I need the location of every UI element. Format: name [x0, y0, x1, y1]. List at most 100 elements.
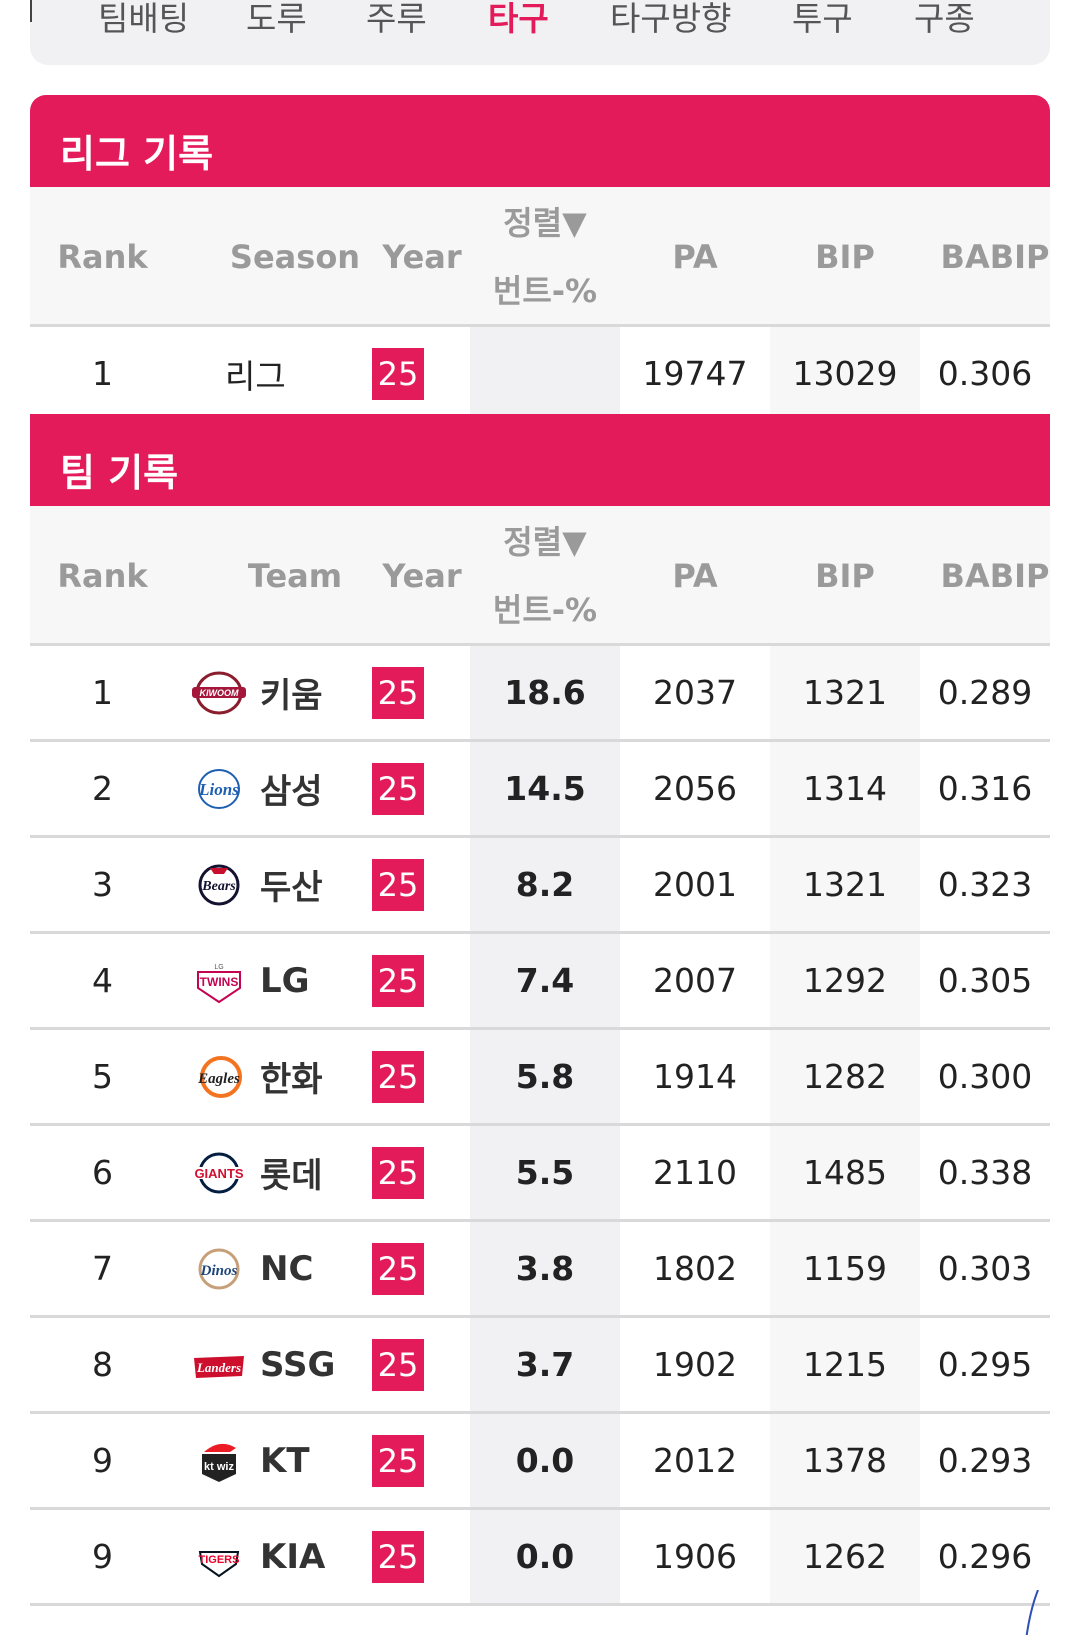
bunt-pct-label: 번트-%	[492, 272, 598, 310]
year-badge: 25	[372, 1530, 424, 1583]
sort-label: 정렬▼	[503, 523, 587, 561]
bunt-pct-cell: 3.7	[470, 1318, 620, 1411]
col-pa[interactable]: PA	[672, 557, 718, 595]
tab-batted-ball[interactable]: 타구	[488, 0, 549, 38]
giants-logo: GIANTS	[190, 1148, 248, 1198]
rank-cell: 9	[92, 1537, 113, 1576]
rank-cell: 6	[92, 1153, 113, 1192]
svg-text:Eagles: Eagles	[197, 1071, 240, 1087]
col-babip[interactable]: BABIP	[940, 557, 1050, 595]
tab-baserunning[interactable]: 주루	[366, 0, 427, 38]
svg-text:TIGERS: TIGERS	[199, 1554, 240, 1566]
team-cell: TIGERS KIA	[190, 1510, 400, 1603]
tab-batted-ball-direction[interactable]: 타구방향	[610, 0, 732, 38]
team-name: KIA	[260, 1536, 326, 1577]
tab-pitch-type[interactable]: 구종	[914, 0, 975, 38]
bunt-pct-cell: 0.0	[470, 1414, 620, 1507]
col-rank[interactable]: Rank	[57, 238, 148, 276]
table-row[interactable]: 8 Landers SSG 25 3.7 1902 1215 0.295	[30, 1318, 1050, 1414]
svg-text:kt wiz: kt wiz	[204, 1461, 234, 1473]
league-records-heading: 리그 기록	[30, 95, 1050, 187]
year-badge: 25	[372, 1338, 424, 1391]
bip-cell: 1292	[770, 934, 920, 1027]
year-cell: 25	[372, 1510, 424, 1603]
tab-steal[interactable]: 도루	[246, 0, 307, 38]
col-season[interactable]: Season	[229, 238, 361, 276]
tab-pitching[interactable]: 투구	[792, 0, 853, 38]
bip-cell: 1314	[770, 742, 920, 835]
tab-divider	[30, 0, 32, 22]
table-row[interactable]: 2 Lions 삼성 25 14.5 2056 1314 0.316	[30, 742, 1050, 838]
team-rows: 1 KIWOOM 키움 25 18.6 2037 1321 0.289 2 Lions 삼성 25 14…	[30, 646, 1050, 1606]
team-cell: LG TWINS LG	[190, 934, 400, 1027]
svg-text:LG: LG	[214, 964, 223, 971]
team-name: KT	[260, 1440, 310, 1481]
table-row[interactable]: 5 Eagles 한화 25 5.8 1914 1282 0.300	[30, 1030, 1050, 1126]
svg-text:Bears: Bears	[201, 879, 236, 894]
col-bip[interactable]: BIP	[815, 557, 875, 595]
bears-logo: Bears	[190, 860, 248, 910]
pa-cell: 19747	[642, 354, 748, 393]
team-name: 롯데	[260, 1156, 323, 1196]
pa-cell: 2001	[653, 865, 737, 904]
col-pa[interactable]: PA	[672, 238, 718, 276]
year-cell: 25	[372, 1222, 424, 1315]
year-cell: 25	[372, 1414, 424, 1507]
col-year[interactable]: Year	[382, 557, 462, 595]
team-name: SSG	[260, 1344, 336, 1385]
col-year[interactable]: Year	[382, 238, 462, 276]
pa-cell: 1902	[653, 1345, 737, 1384]
babip-cell: 0.289	[937, 673, 1033, 712]
year-badge: 25	[372, 954, 424, 1007]
table-row[interactable]: 9 kt wiz KT 25 0.0 2012 1378 0.293	[30, 1414, 1050, 1510]
pa-cell: 1914	[653, 1057, 737, 1096]
babip-cell: 0.295	[937, 1345, 1033, 1384]
tab-team-batting[interactable]: 팀배팅	[98, 0, 190, 38]
babip-cell: 0.316	[937, 769, 1033, 808]
team-cell: Eagles 한화	[190, 1030, 400, 1123]
team-cell: Landers SSG	[190, 1318, 400, 1411]
col-team[interactable]: Team	[247, 557, 343, 595]
year-cell: 25	[372, 1318, 424, 1411]
table-row[interactable]: 1 KIWOOM 키움 25 18.6 2037 1321 0.289	[30, 646, 1050, 742]
team-name: 키움	[260, 676, 323, 716]
bip-cell: 1215	[770, 1318, 920, 1411]
year-cell: 25	[372, 646, 424, 739]
pa-cell: 2110	[653, 1153, 737, 1192]
bip-cell: 1321	[770, 646, 920, 739]
babip-cell: 0.303	[937, 1249, 1033, 1288]
col-bunt-pct-sorted[interactable]: 정렬▼ 번트-%	[470, 187, 620, 327]
rank-cell: 5	[92, 1057, 113, 1096]
team-cell: KIWOOM 키움	[190, 646, 400, 739]
year-badge: 25	[372, 666, 424, 719]
table-row[interactable]: 9 TIGERS KIA 25 0.0 1906 1262 0.296	[30, 1510, 1050, 1606]
twins-logo: LG TWINS	[190, 956, 248, 1006]
league-table-header: Rank Season Year 정렬▼ 번트-% PA BIP BABIP	[30, 187, 1050, 327]
year-badge: 25	[372, 1050, 424, 1103]
svg-text:Dinos: Dinos	[200, 1263, 238, 1279]
tigers-logo: TIGERS	[190, 1532, 248, 1582]
table-row[interactable]: 6 GIANTS 롯데 25 5.5 2110 1485 0.338	[30, 1126, 1050, 1222]
babip-cell: 0.305	[937, 961, 1033, 1000]
year-cell: 25	[372, 742, 424, 835]
col-rank[interactable]: Rank	[57, 557, 148, 595]
pa-cell: 2012	[653, 1441, 737, 1480]
bunt-pct-cell: 18.6	[470, 646, 620, 739]
table-row[interactable]: 3 Bears 두산 25 8.2 2001 1321 0.323	[30, 838, 1050, 934]
team-name: 두산	[260, 868, 323, 908]
table-row[interactable]: 7 Dinos NC 25 3.8 1802 1159 0.303	[30, 1222, 1050, 1318]
year-cell: 25	[372, 327, 424, 420]
babip-cell: 0.300	[937, 1057, 1033, 1096]
col-bunt-pct-sorted[interactable]: 정렬▼ 번트-%	[470, 506, 620, 646]
bip-cell: 1282	[770, 1030, 920, 1123]
col-bip[interactable]: BIP	[815, 238, 875, 276]
team-name: 한화	[260, 1060, 323, 1100]
table-row[interactable]: 4 LG TWINS LG 25 7.4 2007 1292 0.305	[30, 934, 1050, 1030]
pa-cell: 1906	[653, 1537, 737, 1576]
col-babip[interactable]: BABIP	[940, 238, 1050, 276]
year-badge: 25	[372, 347, 424, 400]
bip-cell: 1378	[770, 1414, 920, 1507]
svg-text:GIANTS: GIANTS	[194, 1166, 243, 1181]
stats-tab-bar: 팀배팅 도루 주루 타구 타구방향 투구 구종	[30, 0, 1050, 65]
team-cell: Bears 두산	[190, 838, 400, 931]
